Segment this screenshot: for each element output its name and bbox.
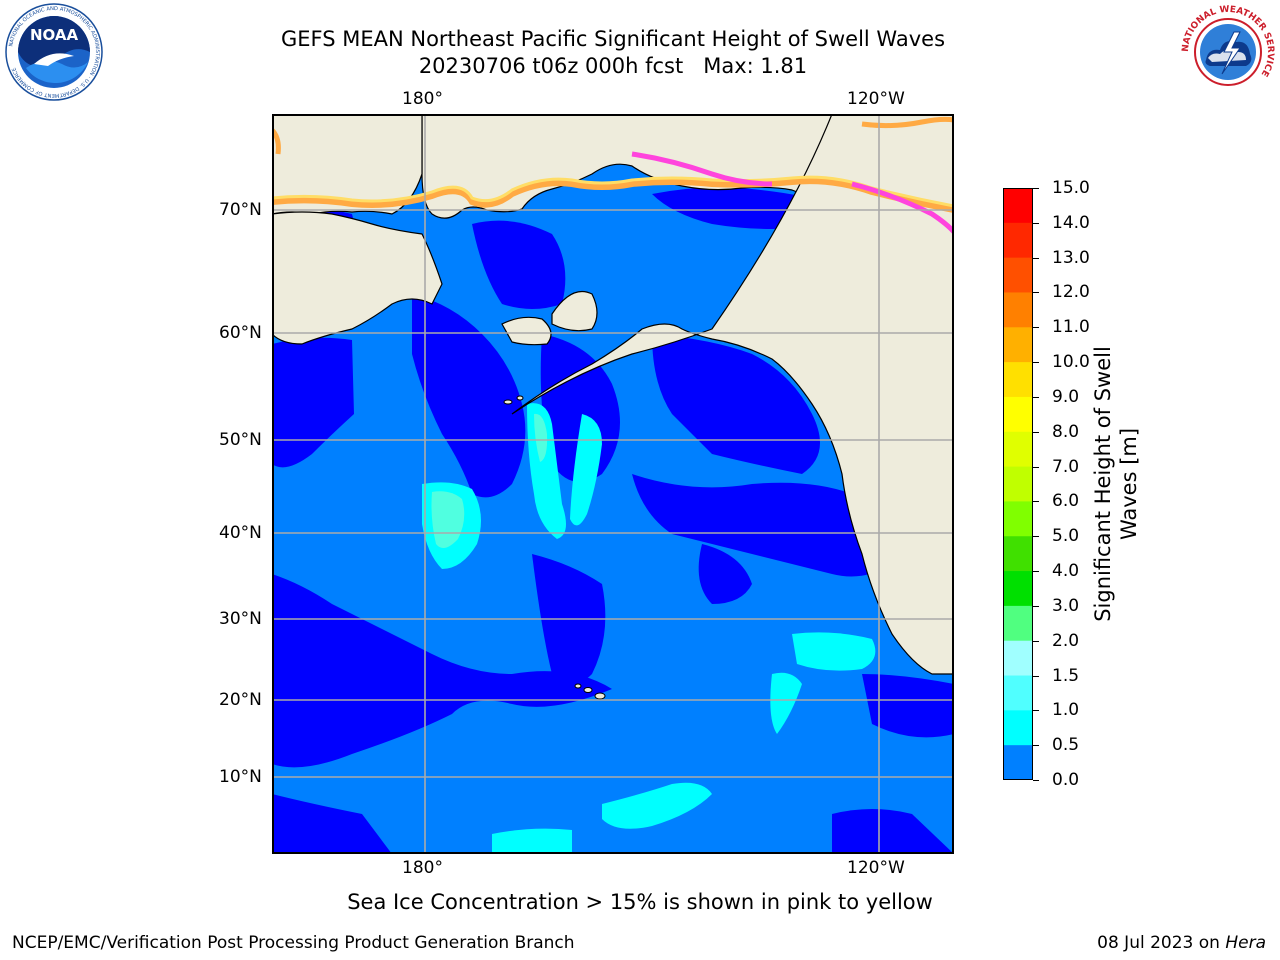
colorbar-tick-label: 4.0 <box>1052 561 1080 582</box>
colorbar-tick-label: 2.0 <box>1052 630 1080 651</box>
colorbar-block <box>1003 710 1033 746</box>
colorbar-tick-label: 0.0 <box>1052 770 1080 790</box>
graticule <box>272 114 954 854</box>
colorbar-tick-mark <box>1033 780 1039 781</box>
colorbar-block <box>1003 362 1033 398</box>
colorbar-tick-label: 10.0 <box>1052 352 1090 373</box>
nws-logo-icon: NATIONAL WEATHER SERVICE <box>1181 5 1275 99</box>
colorbar-tick-mark <box>1033 257 1039 259</box>
lat-label-30n: 30°N <box>219 609 262 629</box>
chart-subtitle: 20230706 t06z 000h fcst Max: 1.81 <box>418 54 808 78</box>
colorbar-block <box>1003 466 1033 503</box>
colorbar-tick-mark <box>1033 571 1039 573</box>
lat-label-40n: 40°N <box>219 523 262 543</box>
colorbar-tick-label: 0.5 <box>1052 735 1080 756</box>
colorbar-tick-label: 11.0 <box>1052 317 1090 338</box>
map-border <box>272 114 954 854</box>
colorbar-block <box>1003 188 1033 224</box>
colorbar-tick-mark <box>1033 536 1039 538</box>
noaa-logo-text: NOAA <box>30 26 79 44</box>
colorbar-tick-label: 5.0 <box>1052 526 1080 547</box>
lon-label-top-120w: 120°W <box>847 89 905 109</box>
colorbar-block <box>1003 501 1033 537</box>
colorbar-block <box>1003 571 1033 607</box>
colorbar-tick-mark <box>1033 675 1039 677</box>
islands <box>503 395 606 700</box>
colorbar-tick-mark <box>1033 431 1039 433</box>
chart-title: GEFS MEAN Northeast Pacific Significant … <box>280 27 946 51</box>
colorbar-block <box>1003 536 1033 572</box>
colorbar-tick-mark <box>1033 710 1039 712</box>
colorbar-tick-label: 14.0 <box>1052 212 1090 233</box>
colorbar-label-line1: Significant Height of Swell <box>1091 346 1115 622</box>
lat-label-60n: 60°N <box>219 323 262 343</box>
run-host: Hera <box>1225 933 1266 953</box>
credit-line: NCEP/EMC/Verification Post Processing Pr… <box>12 933 575 953</box>
swell-pale-regions <box>431 413 548 548</box>
colorbar-block <box>1003 745 1033 780</box>
lat-label-20n: 20°N <box>219 690 262 710</box>
colorbar-block <box>1003 327 1033 363</box>
colorbar-tick-mark <box>1033 466 1039 468</box>
lon-label-top-180: 180° <box>402 89 443 109</box>
colorbar-block <box>1003 292 1033 328</box>
colorbar-tick-mark <box>1033 640 1039 642</box>
colorbar <box>1003 188 1033 780</box>
colorbar-tick-label: 3.0 <box>1052 595 1080 616</box>
lon-label-bottom-180: 180° <box>402 858 443 878</box>
run-date: 08 Jul 2023 on Hera <box>1097 933 1266 953</box>
colorbar-block <box>1003 675 1033 711</box>
sea-ice-note: Sea Ice Concentration > 15% is shown in … <box>347 890 933 914</box>
colorbar-block <box>1003 396 1033 433</box>
lat-label-10n: 10°N <box>219 767 262 787</box>
colorbar-tick-label: 1.5 <box>1052 665 1080 686</box>
colorbar-tick-mark <box>1033 327 1039 329</box>
sea-ice-edge <box>272 116 954 234</box>
colorbar-block <box>1003 257 1033 294</box>
colorbar-tick-label: 6.0 <box>1052 491 1080 512</box>
colorbar-block <box>1003 640 1033 677</box>
lon-label-bottom-120w: 120°W <box>847 858 905 878</box>
colorbar-label-line2: Waves [m] <box>1117 427 1141 541</box>
noaa-logo-icon: NOAA NATIONAL OCEANIC AND ATMOSPHERIC AD… <box>5 3 103 101</box>
colorbar-tick-label: 8.0 <box>1052 421 1080 442</box>
map-panel <box>272 114 954 854</box>
run-date-prefix: 08 Jul 2023 on <box>1097 933 1226 953</box>
colorbar-tick-label: 9.0 <box>1052 386 1080 407</box>
colorbar-tick-mark <box>1033 188 1039 189</box>
colorbar-tick-mark <box>1033 362 1039 364</box>
colorbar-block <box>1003 605 1033 642</box>
lat-label-70n: 70°N <box>219 200 262 220</box>
colorbar-tick-mark <box>1033 501 1039 503</box>
colorbar-tick-label: 15.0 <box>1052 178 1090 198</box>
colorbar-tick-label: 13.0 <box>1052 247 1090 268</box>
colorbar-tick-mark <box>1033 222 1039 224</box>
colorbar-block <box>1003 222 1033 259</box>
colorbar-tick-mark <box>1033 605 1039 607</box>
colorbar-tick-mark <box>1033 292 1039 294</box>
colorbar-tick-label: 12.0 <box>1052 282 1090 303</box>
colorbar-tick-label: 1.0 <box>1052 700 1080 721</box>
colorbar-tick-label: 7.0 <box>1052 456 1080 477</box>
colorbar-block <box>1003 431 1033 468</box>
colorbar-tick-mark <box>1033 396 1039 398</box>
lat-label-50n: 50°N <box>219 430 262 450</box>
colorbar-tick-mark <box>1033 745 1039 747</box>
